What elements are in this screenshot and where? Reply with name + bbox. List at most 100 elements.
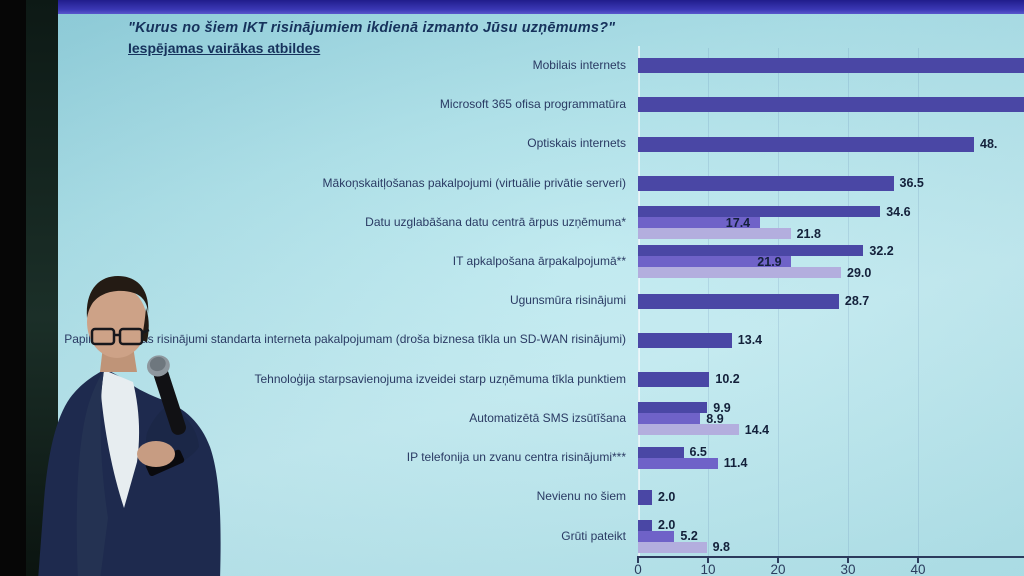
bar-light [638, 228, 791, 240]
bar-dark [638, 245, 864, 257]
bar-medium [638, 413, 701, 425]
bar-track: 36.5 [638, 175, 1024, 191]
bar-track: 28.7 [638, 293, 1024, 309]
category-label: Optiskais internets [527, 136, 626, 151]
slide-title-block: "Kurus no šiem IKT risinājumiem ikdienā … [128, 20, 615, 56]
x-tick-label: 40 [910, 562, 926, 576]
bar-value-label: 5.2 [680, 529, 698, 544]
bar-medium [638, 217, 760, 229]
x-tick-label: 10 [700, 562, 716, 576]
bar-value-label: 9.8 [712, 540, 730, 555]
bar-dark [638, 402, 708, 414]
chart-row: Nevienu no šiem 2.0 [58, 478, 1024, 517]
screen-glow [58, 0, 1024, 576]
bar-medium [638, 256, 792, 268]
chart-row: Automatizētā SMS izsūtīšana 9.9 8.9 14.4 [58, 399, 1024, 438]
bar-dark [638, 206, 881, 218]
bar-group: 2.0 [636, 489, 1024, 505]
bar-track: 6.5 [638, 445, 1024, 460]
chart-row: Ugunsmūra risinājumi 28.7 [58, 281, 1024, 320]
chart-row: Grūti pateikt 2.0 5.2 9.8 [58, 517, 1024, 556]
category-label: Nevienu no šiem [536, 489, 626, 504]
slide-subtitle: Iespējamas vairākas atbildes [128, 40, 321, 56]
bar-dark [638, 175, 894, 191]
category-label: Papildu drošības risinājumi standarta in… [64, 332, 626, 347]
bar-value-label: 32.2 [869, 243, 894, 258]
gridline [918, 48, 919, 556]
presenter-silhouette [38, 276, 221, 576]
bar-group: 10.2 [636, 371, 1024, 387]
bar-value-label: 11.4 [723, 456, 748, 471]
bar-track: 17.4 [638, 215, 1024, 230]
chart-row: Optiskais internets 48. [58, 124, 1024, 163]
chart-rows: Mobilais internets Microsoft 365 ofisa pr… [58, 46, 1024, 556]
category-label: IP telefonija un zvanu centra risinājumi… [406, 450, 626, 465]
chart-row: Papildu drošības risinājumi standarta in… [58, 321, 1024, 360]
bar-value-label: 2.0 [658, 490, 676, 505]
bar-track: 5.2 [638, 529, 1024, 544]
category-label: Mākoņskaitļošanas pakalpojumi (virtuālie… [322, 175, 626, 190]
slide-title: "Kurus no šiem IKT risinājumiem ikdienā … [128, 20, 616, 36]
x-tick-label: 30 [840, 562, 856, 576]
bar-value-label: 2.0 [658, 518, 676, 533]
bar-light [638, 424, 739, 436]
category-label: Datu uzglabāšana datu centrā ārpus uzņēm… [365, 214, 626, 229]
bar-value-label: 14.4 [744, 422, 770, 437]
bar-group [636, 58, 1024, 74]
bar-track: 9.9 [638, 401, 1024, 415]
bar-value-label: 48. [980, 137, 998, 152]
bar-value-label: 10.2 [715, 372, 740, 387]
bar-track: 2.0 [638, 489, 1024, 505]
bar-group: 6.5 11.4 [636, 445, 1024, 471]
category-label: Mobilais internets [532, 57, 626, 72]
presenter-hair [86, 276, 149, 318]
x-tick-mark [707, 558, 709, 563]
bar-light [638, 541, 707, 553]
bar-group: 48. [636, 136, 1024, 152]
bar-value-label: 6.5 [689, 445, 707, 460]
chart-row: Mobilais internets [58, 46, 1024, 85]
presenter-lapel [76, 370, 108, 576]
bar-group: 36.5 [636, 175, 1024, 191]
category-label: IT apkalpošana ārpakalpojumā** [452, 253, 626, 268]
bar-dark [638, 371, 710, 387]
bar-group: 13.4 [636, 332, 1024, 348]
x-tick-label: 0 [634, 562, 642, 576]
bar-value-label: 29.0 [847, 265, 872, 280]
bar-group: 34.6 17.4 21.8 [636, 205, 1024, 241]
bar-value-label: 17.4 [725, 215, 751, 230]
bar-dark [638, 97, 1024, 113]
bar-track: 21.9 [638, 254, 1024, 269]
bar-medium [638, 530, 675, 542]
bar-track: 48. [638, 136, 1024, 152]
bar-dark [638, 519, 652, 531]
x-tick-mark [847, 558, 849, 563]
bar-track: 32.2 [638, 243, 1024, 258]
presenter-face [87, 286, 147, 358]
category-label: Automatizētā SMS izsūtīšana [469, 410, 626, 425]
bar-group [636, 97, 1024, 113]
bar-track: 29.0 [638, 265, 1024, 280]
bar-track: 11.4 [638, 456, 1024, 471]
bar-light [638, 267, 841, 279]
glasses [90, 327, 150, 346]
chart-row: Datu uzglabāšana datu centrā ārpus uzņēm… [58, 203, 1024, 242]
bar-track [638, 58, 1024, 74]
category-label: Tehnoloģija starpsavienojuma izveidei st… [254, 371, 626, 386]
category-label: Microsoft 365 ofisa programmatūra [439, 97, 626, 112]
bar-dark [638, 293, 839, 309]
x-tick-mark [777, 558, 779, 563]
bar-group: 9.9 8.9 14.4 [636, 401, 1024, 437]
bar-group: 2.0 5.2 9.8 [636, 518, 1024, 555]
bar-value-label: 21.9 [757, 254, 782, 269]
bar-value-label: 36.5 [899, 176, 924, 191]
bar-dark [638, 446, 684, 458]
x-tick-mark [917, 558, 919, 563]
presenter-shirt [101, 370, 140, 508]
bar-dark [638, 58, 1024, 74]
chart-row: Microsoft 365 ofisa programmatūra [58, 85, 1024, 124]
bar-medium [638, 457, 718, 469]
gridline [848, 48, 849, 556]
bar-track: 21.8 [638, 227, 1024, 241]
